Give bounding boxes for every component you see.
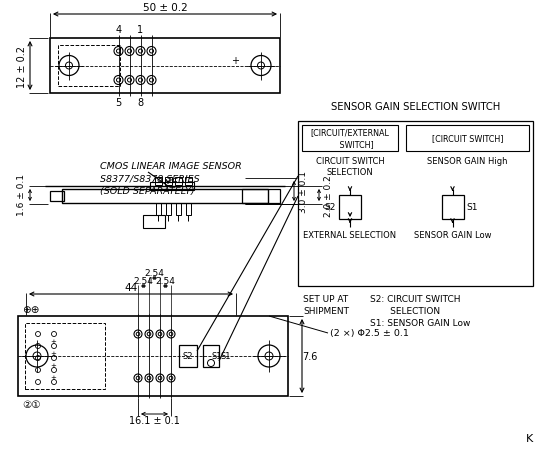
Text: SET UP AT
SHIPMENT: SET UP AT SHIPMENT bbox=[303, 295, 349, 315]
Text: [CIRCUIT/EXTERNAL
     SWITCH]: [CIRCUIT/EXTERNAL SWITCH] bbox=[310, 129, 390, 149]
Bar bbox=[50, 192, 64, 202]
Text: +: + bbox=[231, 55, 239, 65]
Text: +: + bbox=[50, 350, 56, 356]
Text: 7.6: 7.6 bbox=[302, 351, 317, 361]
Bar bbox=[179, 345, 197, 367]
Bar bbox=[18, 316, 288, 396]
Text: ⊕⊕: ⊕⊕ bbox=[22, 304, 40, 314]
Text: 4: 4 bbox=[116, 25, 122, 35]
Text: SENSOR GAIN SELECTION SWITCH: SENSOR GAIN SELECTION SWITCH bbox=[331, 102, 500, 112]
Bar bbox=[143, 216, 165, 229]
Text: SENSOR GAIN High: SENSOR GAIN High bbox=[427, 156, 508, 166]
Bar bbox=[302, 126, 398, 152]
Text: S1: S1 bbox=[220, 352, 230, 361]
Text: SENSOR GAIN Low: SENSOR GAIN Low bbox=[414, 230, 491, 239]
Text: 12 ± 0.2: 12 ± 0.2 bbox=[17, 46, 27, 87]
Text: 2.54: 2.54 bbox=[155, 276, 175, 285]
Text: +: + bbox=[50, 338, 56, 344]
Bar bbox=[155, 178, 162, 186]
Text: ②①: ②① bbox=[22, 399, 40, 409]
Bar bbox=[25, 323, 105, 389]
Bar bbox=[339, 196, 361, 220]
Bar bbox=[175, 178, 182, 186]
Text: 5: 5 bbox=[115, 98, 122, 108]
Bar bbox=[166, 203, 171, 216]
Text: K: K bbox=[526, 433, 533, 443]
Text: EXTERNAL SELECTION: EXTERNAL SELECTION bbox=[303, 230, 397, 239]
Text: S1: S1 bbox=[211, 352, 222, 361]
Bar bbox=[165, 178, 172, 186]
Text: 8: 8 bbox=[137, 98, 144, 108]
Text: 1.6 ± 0.1: 1.6 ± 0.1 bbox=[17, 174, 25, 216]
Text: 1: 1 bbox=[137, 25, 144, 35]
Text: 2.54: 2.54 bbox=[145, 268, 165, 277]
Text: 50 ± 0.2: 50 ± 0.2 bbox=[143, 3, 187, 13]
Bar bbox=[58, 46, 120, 87]
Text: S2: CIRCUIT SWITCH
       SELECTION
S1: SENSOR GAIN Low: S2: CIRCUIT SWITCH SELECTION S1: SENSOR … bbox=[370, 295, 470, 327]
Text: (2 ×) Φ2.5 ± 0.1: (2 ×) Φ2.5 ± 0.1 bbox=[330, 329, 409, 338]
Text: CIRCUIT SWITCH
SELECTION: CIRCUIT SWITCH SELECTION bbox=[316, 156, 384, 177]
Bar bbox=[442, 196, 464, 220]
Bar bbox=[186, 203, 191, 216]
Bar bbox=[185, 178, 192, 186]
Bar bbox=[50, 39, 280, 94]
Bar bbox=[203, 345, 219, 367]
Text: 16.1 ± 0.1: 16.1 ± 0.1 bbox=[129, 415, 180, 425]
Bar bbox=[156, 203, 161, 216]
Text: S2: S2 bbox=[183, 352, 193, 361]
Bar bbox=[150, 183, 194, 191]
Text: [CIRCUIT SWITCH]: [CIRCUIT SWITCH] bbox=[432, 134, 503, 143]
Bar bbox=[62, 189, 268, 203]
Text: CMOS LINEAR IMAGE SENSOR
S8377/S8378 SERIES
(SOLD SEPARATELY): CMOS LINEAR IMAGE SENSOR S8377/S8378 SER… bbox=[100, 161, 242, 196]
Text: 3.0 ± 0.1: 3.0 ± 0.1 bbox=[299, 170, 308, 212]
Text: S2: S2 bbox=[324, 203, 336, 212]
Bar bbox=[298, 122, 533, 286]
Text: 2.0 ± 0.2: 2.0 ± 0.2 bbox=[323, 175, 332, 216]
Bar bbox=[176, 203, 181, 216]
Bar bbox=[406, 126, 529, 152]
Text: 44: 44 bbox=[124, 282, 138, 292]
Bar bbox=[242, 189, 280, 203]
Text: +: + bbox=[50, 362, 56, 368]
Text: +: + bbox=[50, 374, 56, 380]
Text: S1: S1 bbox=[466, 203, 478, 212]
Text: 2.54: 2.54 bbox=[133, 276, 153, 285]
